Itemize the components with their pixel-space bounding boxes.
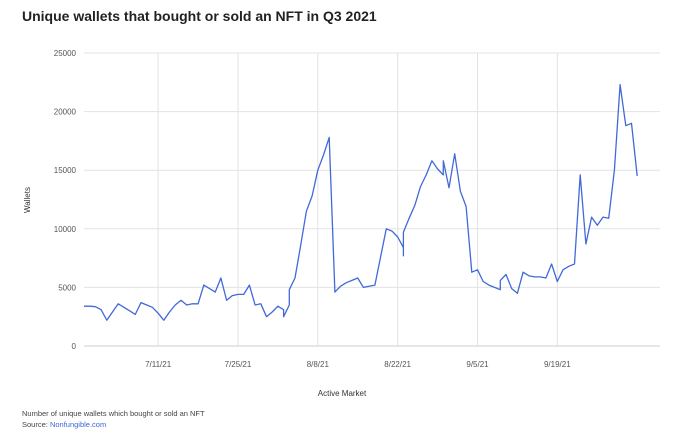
footnote-text: Number of unique wallets which bought or… [22,409,205,418]
x-tick-label: 7/11/21 [145,360,172,369]
source-link[interactable]: Nonfungible.com [49,420,107,429]
y-tick-label: 5000 [58,283,76,292]
y-tick-label: 15000 [54,166,77,175]
y-tick-label: 0 [72,342,77,351]
source-prefix: Source: [22,420,50,429]
y-tick-label: 25000 [54,49,77,58]
y-axis-ticks: 0 5000 10000 15000 20000 25000 [54,49,77,351]
x-tick-label: 8/22/21 [384,360,411,369]
x-tick-label: 7/25/21 [225,360,252,369]
source-line: Source: Nonfungible.com [22,419,205,430]
series-line [84,83,638,321]
x-tick-label: 9/19/21 [544,360,571,369]
x-tick-label: 8/8/21 [307,360,330,369]
x-axis-ticks: 7/11/21 7/25/21 8/8/21 8/22/21 9/5/21 9/19/21 [145,360,571,369]
x-tick-label: 9/5/21 [466,360,489,369]
y-tick-label: 10000 [54,225,77,234]
footnote: Number of unique wallets which bought or… [22,408,205,430]
y-tick-label: 20000 [54,108,77,117]
grid-lines [84,52,660,347]
x-axis-label: Active Market [318,389,367,398]
chart-title: Unique wallets that bought or sold an NF… [22,8,377,24]
y-axis-label: Wallets [23,187,32,213]
